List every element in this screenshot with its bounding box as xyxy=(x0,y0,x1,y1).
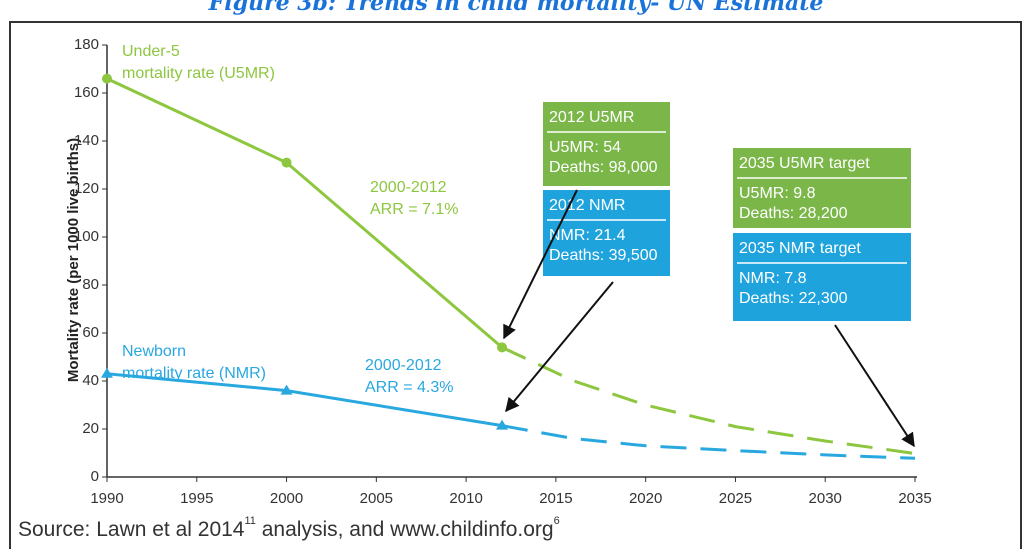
source-text: analysis, and www.childinfo.org xyxy=(256,518,554,541)
x-tick-label: 2015 xyxy=(539,490,572,507)
annotation: 2000-2012 xyxy=(365,357,442,374)
frame xyxy=(9,21,1022,554)
point xyxy=(102,73,112,84)
callout-text: Deaths: 28,200 xyxy=(739,205,848,222)
y-tick-label: 80 xyxy=(82,276,99,293)
callout-header: 2012 U5MR xyxy=(549,109,634,126)
x-tick-label: 2020 xyxy=(629,490,662,507)
plot: 0 20 40 60 80 100 120 140 160 180 1990 1995 2000 2005… xyxy=(74,36,932,507)
point xyxy=(280,384,293,395)
series-line xyxy=(501,346,916,455)
x-tick-label: 2005 xyxy=(360,490,393,507)
callout-text: Deaths: 39,500 xyxy=(549,247,658,264)
y-tick-label: 160 xyxy=(74,84,99,101)
annotation: 2000-2012 xyxy=(370,179,447,196)
x-tick-label: 2000 xyxy=(270,490,303,507)
arrow xyxy=(505,281,614,413)
callout-box xyxy=(733,148,911,228)
series-label: Newborn xyxy=(122,343,186,360)
arrow xyxy=(503,189,578,340)
callout-box xyxy=(543,102,670,186)
source: Source: Lawn et al 201411 analysis, and … xyxy=(18,515,560,541)
point xyxy=(101,367,113,378)
series-line xyxy=(501,424,916,460)
y-tick-label: 180 xyxy=(74,36,99,53)
x-tick-label: 1995 xyxy=(180,490,213,507)
callout-text: NMR: 21.4 xyxy=(549,227,626,244)
arrow xyxy=(834,324,915,448)
x-tick-label: 1990 xyxy=(90,490,123,507)
y-tick-label: 60 xyxy=(82,324,99,341)
callout-header: 2035 U5MR target xyxy=(739,155,870,172)
series-label: mortality rate (U5MR) xyxy=(122,65,275,82)
annotation: ARR = 7.1% xyxy=(370,201,458,218)
chart-title: Figure 3b: Trends in child mortality- UN… xyxy=(208,0,824,16)
callout-text: U5MR: 54 xyxy=(549,139,621,156)
x-tick-label: 2010 xyxy=(449,490,482,507)
source-text: Source: Lawn et al 2014 xyxy=(18,518,245,541)
y-axis-label: Mortality rate (per 1000 live births) xyxy=(65,138,82,382)
callout-box xyxy=(543,190,670,276)
series-label: mortality rate (NMR) xyxy=(122,365,266,382)
annotation: ARR = 4.3% xyxy=(365,379,453,396)
y-tick-label: 120 xyxy=(74,180,99,197)
y-tick-label: 140 xyxy=(74,132,99,149)
callout-text: U5MR: 9.8 xyxy=(739,185,816,202)
callout-text: Deaths: 98,000 xyxy=(549,159,658,176)
y-tick-label: 0 xyxy=(91,468,99,485)
callout-box xyxy=(733,233,911,321)
callout-text: NMR: 7.8 xyxy=(739,270,807,287)
point xyxy=(281,157,292,168)
callout-header: 2012 NMR xyxy=(549,197,625,214)
x-tick-label: 2025 xyxy=(719,490,752,507)
y-tick-label: 100 xyxy=(74,228,99,245)
x-tick-label: 2035 xyxy=(898,490,931,507)
y-tick-label: 20 xyxy=(82,420,99,437)
x-tick-label: 2030 xyxy=(809,490,842,507)
y-tick-label: 40 xyxy=(82,372,99,389)
source-sup: 11 xyxy=(245,515,256,527)
callout-header: 2035 NMR target xyxy=(739,240,861,257)
source-sup: 6 xyxy=(554,515,560,527)
callout-text: Deaths: 22,300 xyxy=(739,290,848,307)
series-label: Under-5 xyxy=(122,43,180,60)
